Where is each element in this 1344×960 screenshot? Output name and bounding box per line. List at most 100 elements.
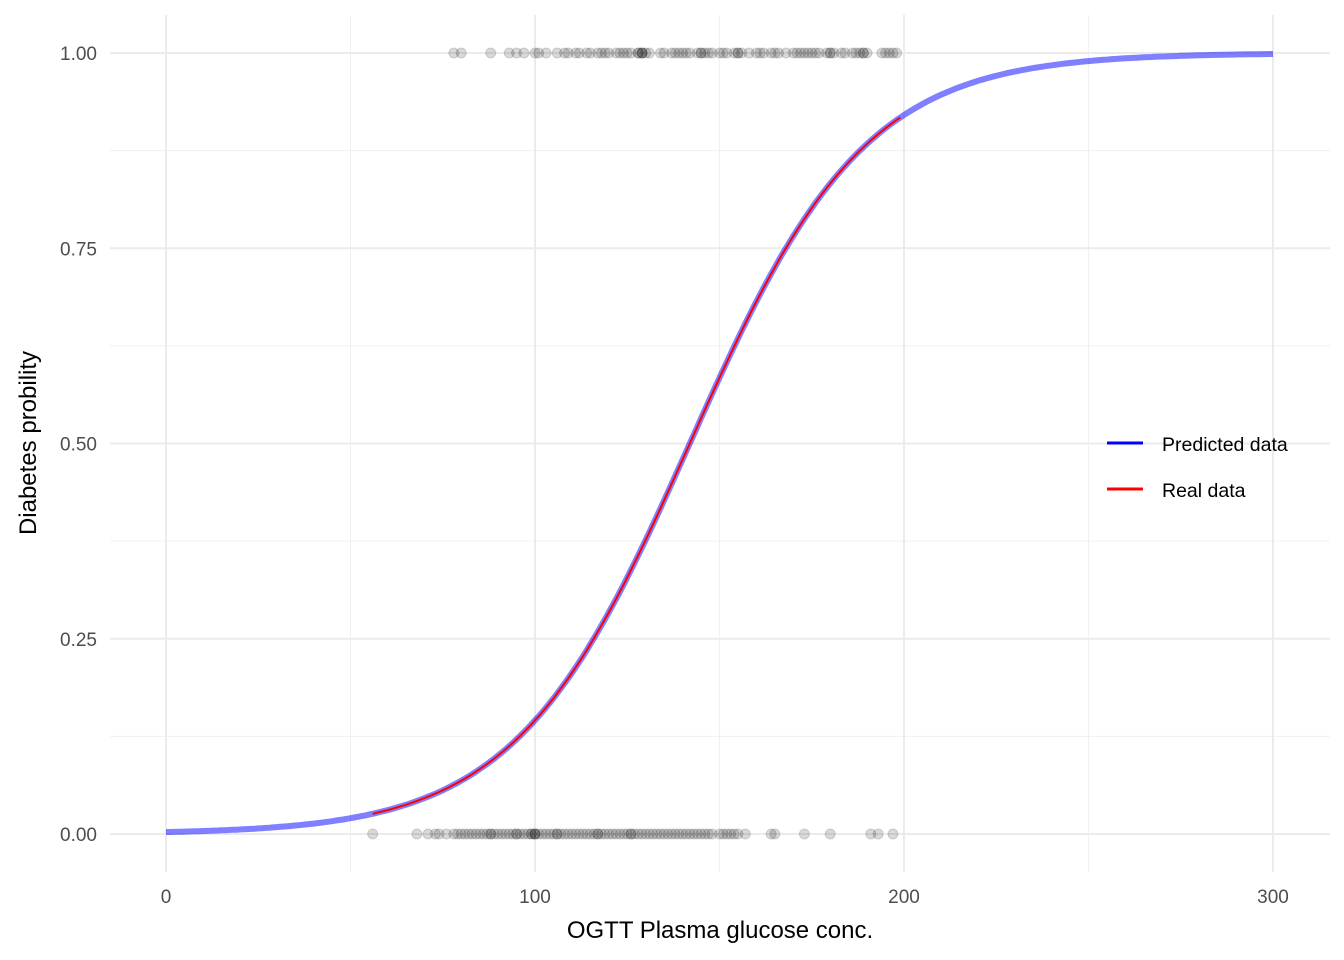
data-point-outcome-1 xyxy=(835,47,847,59)
data-point-outcome-0 xyxy=(673,828,685,840)
data-point-outcome-1 xyxy=(732,47,744,59)
data-point-outcome-1 xyxy=(511,47,523,59)
data-point-outcome-0 xyxy=(525,828,537,840)
data-point-outcome-0 xyxy=(433,828,445,840)
data-point-outcome-0 xyxy=(529,828,541,840)
data-point-outcome-0 xyxy=(625,828,637,840)
data-point-outcome-1 xyxy=(669,47,681,59)
data-point-outcome-0 xyxy=(529,828,541,840)
data-point-outcome-0 xyxy=(540,828,552,840)
data-point-outcome-1 xyxy=(880,47,892,59)
data-point-outcome-1 xyxy=(610,47,622,59)
data-point-outcome-1 xyxy=(540,47,552,59)
data-point-outcome-0 xyxy=(606,828,618,840)
data-point-outcome-1 xyxy=(673,47,685,59)
data-point-outcome-0 xyxy=(647,828,659,840)
data-point-outcome-0 xyxy=(459,828,471,840)
x-tick-label: 200 xyxy=(888,887,920,908)
data-point-outcome-0 xyxy=(714,828,725,840)
data-point-outcome-1 xyxy=(654,47,666,59)
data-point-outcome-0 xyxy=(677,828,689,840)
data-point-outcome-1 xyxy=(773,47,785,59)
data-point-outcome-1 xyxy=(743,47,755,59)
data-point-outcome-1 xyxy=(636,47,648,59)
data-point-outcome-0 xyxy=(470,828,482,840)
data-point-outcome-1 xyxy=(518,47,530,59)
data-point-outcome-0 xyxy=(429,828,441,840)
data-point-outcome-0 xyxy=(536,828,548,840)
data-point-outcome-0 xyxy=(643,828,655,840)
data-point-outcome-0 xyxy=(640,828,652,840)
data-point-outcome-0 xyxy=(499,828,511,840)
data-point-outcome-0 xyxy=(706,828,718,840)
data-point-outcome-1 xyxy=(581,47,593,59)
data-point-outcome-1 xyxy=(750,47,762,59)
data-point-outcome-0 xyxy=(592,828,604,840)
data-point-outcome-1 xyxy=(876,47,888,59)
data-point-outcome-1 xyxy=(603,47,615,59)
data-point-outcome-0 xyxy=(551,828,563,840)
data-point-outcome-0 xyxy=(514,828,526,840)
data-point-outcome-0 xyxy=(625,828,637,840)
data-point-outcome-1 xyxy=(621,47,633,59)
data-point-outcome-1 xyxy=(717,47,729,59)
data-point-outcome-1 xyxy=(448,47,460,59)
data-point-outcome-0 xyxy=(728,828,740,840)
data-point-outcome-1 xyxy=(677,47,689,59)
data-point-outcome-1 xyxy=(570,47,582,59)
data-point-outcome-1 xyxy=(821,47,833,59)
data-point-outcome-0 xyxy=(584,828,596,840)
data-point-outcome-0 xyxy=(666,828,678,840)
data-point-outcome-0 xyxy=(440,828,452,840)
data-point-outcome-1 xyxy=(798,47,810,59)
data-point-outcome-0 xyxy=(865,828,877,840)
data-point-outcome-0 xyxy=(658,828,670,840)
tick-labels: 0 100 200 300 0.00 0.25 0.50 0.75 1.00 xyxy=(60,44,1289,908)
data-point-outcome-1 xyxy=(699,47,711,59)
data-point-outcome-1 xyxy=(850,47,862,59)
data-point-outcome-1 xyxy=(765,47,777,59)
data-point-outcome-1 xyxy=(618,47,630,59)
data-point-outcome-0 xyxy=(466,828,478,840)
data-point-outcome-0 xyxy=(477,828,489,840)
data-point-outcome-0 xyxy=(455,828,467,840)
data-point-outcome-0 xyxy=(887,828,899,840)
data-point-outcome-0 xyxy=(632,828,644,840)
data-point-outcome-0 xyxy=(595,828,607,840)
data-point-outcome-0 xyxy=(824,828,836,840)
data-point-outcome-0 xyxy=(485,828,497,840)
data-point-outcome-0 xyxy=(662,828,674,840)
data-point-outcome-0 xyxy=(765,828,777,840)
data-point-outcome-1 xyxy=(824,47,836,59)
x-tick-label: 300 xyxy=(1257,887,1289,908)
data-point-outcome-1 xyxy=(887,47,899,59)
data-point-outcome-0 xyxy=(566,828,578,840)
data-point-outcome-0 xyxy=(739,828,751,840)
data-point-outcome-0 xyxy=(614,828,626,840)
x-tick-label: 0 xyxy=(161,887,172,908)
data-point-outcome-0 xyxy=(610,828,622,840)
data-point-outcome-1 xyxy=(809,47,821,59)
data-point-outcome-0 xyxy=(463,828,475,840)
data-point-outcome-0 xyxy=(732,828,744,840)
data-point-outcome-0 xyxy=(522,828,534,840)
data-point-outcome-1 xyxy=(455,47,467,59)
data-point-outcome-1 xyxy=(828,47,840,59)
data-point-outcome-1 xyxy=(736,47,748,59)
data-point-outcome-1 xyxy=(573,47,585,59)
data-point-outcome-1 xyxy=(806,47,818,59)
data-point-outcome-1 xyxy=(595,47,607,59)
data-point-outcome-0 xyxy=(688,828,700,840)
data-point-outcome-1 xyxy=(666,47,678,59)
data-point-outcome-1 xyxy=(824,47,836,59)
scatter-points xyxy=(367,47,903,840)
data-point-outcome-0 xyxy=(872,828,884,840)
y-tick-label: 0.00 xyxy=(60,825,97,846)
data-point-outcome-0 xyxy=(651,828,663,840)
data-point-outcome-0 xyxy=(680,828,692,840)
data-point-outcome-1 xyxy=(732,47,744,59)
data-point-outcome-0 xyxy=(559,828,571,840)
data-point-outcome-1 xyxy=(813,47,825,59)
data-point-outcome-0 xyxy=(636,828,648,840)
data-point-outcome-1 xyxy=(592,47,604,59)
